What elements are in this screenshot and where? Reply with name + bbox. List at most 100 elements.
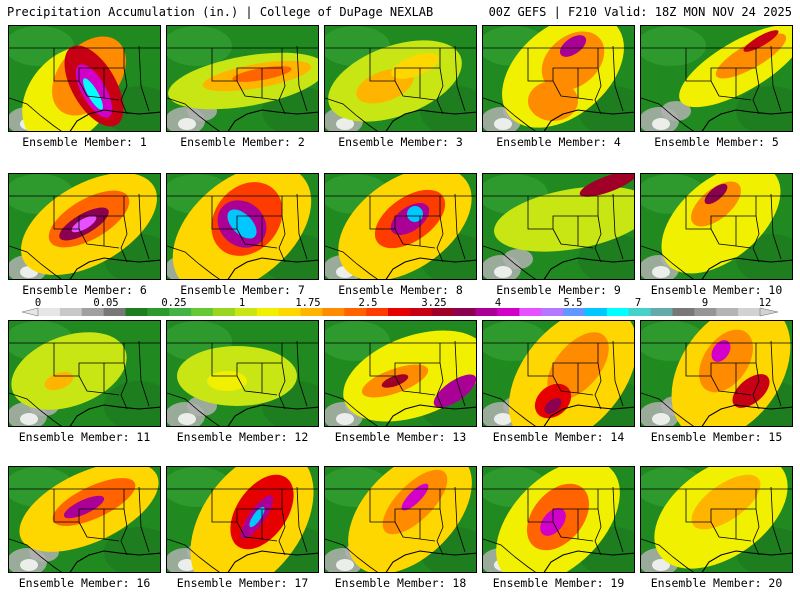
colorbar-swatch bbox=[650, 308, 673, 316]
colorbar-swatch bbox=[628, 308, 652, 316]
ensemble-member-label: Ensemble Member: 15 bbox=[650, 430, 783, 444]
ensemble-member-map bbox=[482, 25, 635, 132]
state-borders bbox=[167, 340, 318, 426]
ensemble-member-label: Ensemble Member: 16 bbox=[18, 576, 151, 590]
ensemble-member-label: Ensemble Member: 5 bbox=[654, 135, 779, 149]
state-borders bbox=[9, 193, 160, 279]
colorbar-tick-label: 4 bbox=[495, 297, 501, 309]
ensemble-member-label: Ensemble Member: 14 bbox=[492, 430, 625, 444]
ensemble-member-label: Ensemble Member: 12 bbox=[176, 430, 309, 444]
precip-field bbox=[641, 467, 792, 572]
colorbar-swatch bbox=[738, 308, 761, 316]
colorbar-tick-label: 0.05 bbox=[93, 297, 118, 309]
state-borders bbox=[483, 45, 634, 131]
ensemble-member-label: Ensemble Member: 13 bbox=[334, 430, 467, 444]
state-borders bbox=[641, 486, 792, 572]
precip-field bbox=[167, 467, 318, 572]
precip-field bbox=[641, 26, 792, 131]
colorbar-swatch bbox=[672, 308, 695, 316]
colorbar-max-arrow bbox=[759, 307, 779, 317]
state-borders bbox=[325, 45, 476, 131]
precip-field bbox=[9, 321, 160, 426]
ensemble-member-map bbox=[324, 466, 477, 573]
ensemble-member-label: Ensemble Member: 9 bbox=[496, 283, 621, 297]
precip-field bbox=[167, 174, 318, 279]
state-borders bbox=[9, 486, 160, 572]
ensemble-member-map bbox=[166, 320, 319, 427]
precip-field bbox=[483, 467, 634, 572]
precip-field bbox=[167, 26, 318, 131]
ensemble-member-label: Ensemble Member: 4 bbox=[496, 135, 621, 149]
ensemble-member-label: Ensemble Member: 10 bbox=[650, 283, 783, 297]
ensemble-member-label: Ensemble Member: 18 bbox=[334, 576, 467, 590]
ensemble-member-label: Ensemble Member: 19 bbox=[492, 576, 625, 590]
map-title: Precipitation Accumulation (in.) | Colle… bbox=[7, 5, 434, 19]
colorbar-swatch bbox=[147, 308, 170, 316]
colorbar-swatch bbox=[322, 308, 345, 316]
precip-field bbox=[483, 174, 634, 279]
precip-field bbox=[9, 26, 160, 131]
state-borders bbox=[167, 45, 318, 131]
colorbar-swatch bbox=[169, 308, 192, 316]
colorbar-tick-label: 1 bbox=[239, 297, 245, 309]
run-valid-time: 00Z GEFS | F210 Valid: 18Z MON NOV 24 20… bbox=[488, 5, 792, 19]
ensemble-member-map bbox=[8, 466, 161, 573]
colorbar-swatch bbox=[103, 308, 127, 316]
precip-field bbox=[167, 321, 318, 426]
ensemble-member-map bbox=[324, 25, 477, 132]
ensemble-member-map bbox=[8, 173, 161, 280]
precip-colorbar: 0 0.05 0.25 1 1.75 2.5 3.25 4 5.5 7 9 12 bbox=[8, 297, 792, 319]
ensemble-member-label: Ensemble Member: 1 bbox=[22, 135, 147, 149]
state-borders bbox=[9, 45, 160, 131]
precip-field bbox=[641, 321, 792, 426]
ensemble-member-label: Ensemble Member: 6 bbox=[22, 283, 147, 297]
ensemble-member-map bbox=[640, 25, 793, 132]
colorbar-swatch bbox=[213, 308, 236, 316]
colorbar-tick-label: 1.75 bbox=[295, 297, 320, 309]
ensemble-member-label: Ensemble Member: 7 bbox=[180, 283, 305, 297]
ensemble-member-map bbox=[324, 320, 477, 427]
colorbar-swatch bbox=[716, 308, 739, 316]
colorbar-swatch bbox=[81, 308, 105, 316]
ensemble-member-label: Ensemble Member: 3 bbox=[338, 135, 463, 149]
precip-field bbox=[641, 174, 792, 279]
colorbar-tick-label: 12 bbox=[759, 297, 772, 309]
colorbar-tick-label: 0.25 bbox=[161, 297, 186, 309]
colorbar-swatch bbox=[59, 308, 83, 316]
ensemble-member-map bbox=[640, 466, 793, 573]
colorbar-swatch bbox=[191, 308, 214, 316]
precip-field bbox=[483, 321, 634, 426]
colorbar-tick-label: 7 bbox=[635, 297, 641, 309]
state-borders bbox=[167, 193, 318, 279]
colorbar-tick-label: 9 bbox=[702, 297, 708, 309]
precip-field bbox=[325, 174, 476, 279]
colorbar-swatch bbox=[256, 308, 280, 316]
state-borders bbox=[9, 340, 160, 426]
ensemble-member-map bbox=[482, 320, 635, 427]
colorbar-swatch bbox=[125, 308, 148, 316]
state-borders bbox=[325, 193, 476, 279]
ensemble-member-map bbox=[166, 25, 319, 132]
colorbar-swatch bbox=[563, 308, 586, 316]
colorbar-swatch bbox=[519, 308, 542, 316]
colorbar-swatch bbox=[409, 308, 433, 316]
precip-field bbox=[9, 467, 160, 572]
ensemble-member-map bbox=[640, 320, 793, 427]
precip-field bbox=[325, 26, 476, 131]
state-borders bbox=[325, 340, 476, 426]
state-borders bbox=[325, 486, 476, 572]
ensemble-member-label: Ensemble Member: 2 bbox=[180, 135, 305, 149]
colorbar-tick-label: 2.5 bbox=[359, 297, 378, 309]
precip-field bbox=[325, 321, 476, 426]
state-borders bbox=[483, 340, 634, 426]
colorbar-swatch bbox=[475, 308, 498, 316]
ensemble-member-map bbox=[166, 466, 319, 573]
colorbar-swatch bbox=[344, 308, 367, 316]
ensemble-member-map bbox=[166, 173, 319, 280]
ensemble-member-map bbox=[8, 320, 161, 427]
colorbar-swatch bbox=[431, 308, 455, 316]
ensemble-member-label: Ensemble Member: 11 bbox=[18, 430, 151, 444]
colorbar-swatch bbox=[694, 308, 717, 316]
colorbar-swatch bbox=[300, 308, 323, 316]
state-borders bbox=[641, 45, 792, 131]
